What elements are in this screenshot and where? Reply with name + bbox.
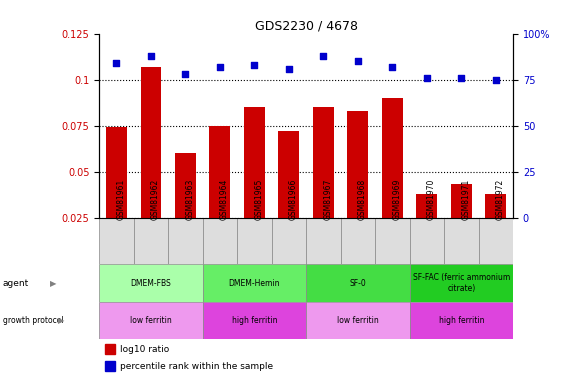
Point [422,75,431,81]
Bar [209,126,230,218]
Bar [416,194,437,217]
Bar [409,302,513,339]
Bar [175,153,196,218]
Bar [106,128,127,218]
Bar [272,217,306,264]
Bar [203,217,237,264]
Title: GDS2230 / 4678: GDS2230 / 4678 [255,20,357,33]
Point [215,64,224,70]
Text: high ferritin: high ferritin [438,316,484,325]
Bar [306,264,409,302]
Bar [105,344,115,354]
Bar [375,217,409,264]
Bar [168,217,203,264]
Text: SF-FAC (ferric ammonium
citrate): SF-FAC (ferric ammonium citrate) [413,273,510,293]
Text: agent: agent [3,279,29,288]
Text: GSM81971: GSM81971 [461,178,470,220]
Bar [279,131,299,218]
Bar [479,217,513,264]
Bar [237,217,272,264]
Bar [409,217,444,264]
Text: GSM81963: GSM81963 [185,178,194,220]
Text: log10 ratio: log10 ratio [120,345,168,354]
Point [388,64,397,70]
Bar [306,217,340,264]
Bar [203,264,306,302]
Text: ▶: ▶ [58,316,65,325]
Bar [244,107,265,218]
Bar [486,194,506,217]
Bar [451,184,472,218]
Bar [99,264,203,302]
Point [112,60,121,66]
Bar [203,302,306,339]
Text: GSM81966: GSM81966 [289,178,298,220]
Text: GSM81972: GSM81972 [496,178,505,220]
Text: DMEM-FBS: DMEM-FBS [131,279,171,288]
Bar [134,217,168,264]
Text: GSM81970: GSM81970 [427,178,436,220]
Text: GSM81969: GSM81969 [392,178,401,220]
Bar [444,217,479,264]
Text: low ferritin: low ferritin [337,316,379,325]
Text: GSM81962: GSM81962 [151,178,160,220]
Text: growth protocol: growth protocol [3,316,64,325]
Bar [347,111,368,218]
Text: GSM81961: GSM81961 [117,178,125,220]
Point [456,75,466,81]
Point [353,58,363,64]
Text: low ferritin: low ferritin [130,316,172,325]
Text: high ferritin: high ferritin [231,316,277,325]
Text: percentile rank within the sample: percentile rank within the sample [120,362,273,371]
Text: ▶: ▶ [50,279,56,288]
Bar [141,67,161,218]
Point [250,62,259,68]
Bar [99,217,134,264]
Text: SF-0: SF-0 [349,279,366,288]
Point [284,66,293,72]
Point [319,53,328,59]
Text: GSM81968: GSM81968 [358,178,367,220]
Point [146,53,156,59]
Text: GSM81967: GSM81967 [324,178,332,220]
Point [491,77,500,83]
Bar [99,302,203,339]
Bar [340,217,375,264]
Point [181,71,190,77]
Text: DMEM-Hemin: DMEM-Hemin [229,279,280,288]
Bar [105,362,115,371]
Bar [409,264,513,302]
Text: GSM81964: GSM81964 [220,178,229,220]
Bar [313,107,333,218]
Bar [306,302,409,339]
Bar [382,98,403,218]
Text: GSM81965: GSM81965 [254,178,264,220]
